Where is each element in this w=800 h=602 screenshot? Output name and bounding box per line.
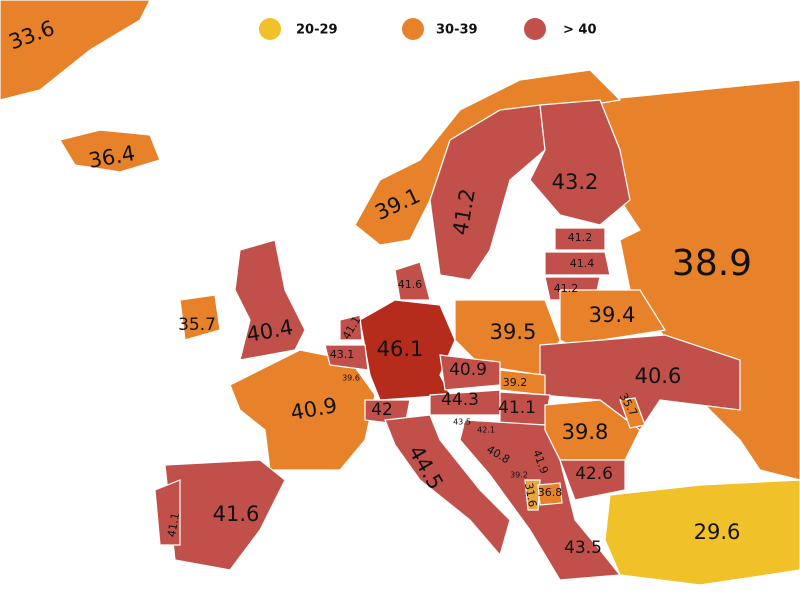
region-label: 41.4 [570,257,595,270]
legend-label: > 40 [563,23,597,38]
region-label: 41.6 [213,502,260,526]
region-label: 39.8 [562,420,609,444]
legend-label: 20-29 [296,23,338,38]
region-label: 39.5 [490,320,537,344]
region-label: 43.5 [564,538,602,558]
legend-swatch [402,18,424,40]
region-label: 43.1 [330,348,355,361]
region-label: 41.2 [568,231,593,244]
region-label: 46.1 [377,337,424,361]
region-label: 42 [371,400,393,420]
region-label: 31.6 [522,482,539,508]
region-label: 41.1 [498,398,536,418]
legend-swatch [259,18,281,40]
region-label: 39.2 [510,471,528,480]
region-label: 36.8 [538,486,563,499]
region-label: 39.6 [342,374,360,383]
region-label: 41.1 [165,512,182,538]
region-label: 43.5 [453,418,471,427]
region-label: 41.2 [554,282,579,295]
region-label: 38.9 [672,243,752,284]
region-label: 43.2 [552,170,599,194]
legend: 20-29 30-39 > 40 [259,18,597,40]
region-label: 39.4 [589,303,636,327]
region-label: 42.6 [575,464,613,484]
region-label: 39.2 [503,376,528,389]
region-label: 29.6 [694,520,741,544]
region-label: 41.6 [398,278,423,291]
legend-swatch [524,18,546,40]
region-label: 35.7 [178,315,216,335]
land-shapes [0,0,800,586]
legend-label: 30-39 [436,23,478,38]
region-label: 40.9 [449,360,487,380]
region-label: 44.3 [441,390,479,410]
region-label: 40.6 [635,364,682,388]
region-label: 42.1 [477,426,495,435]
